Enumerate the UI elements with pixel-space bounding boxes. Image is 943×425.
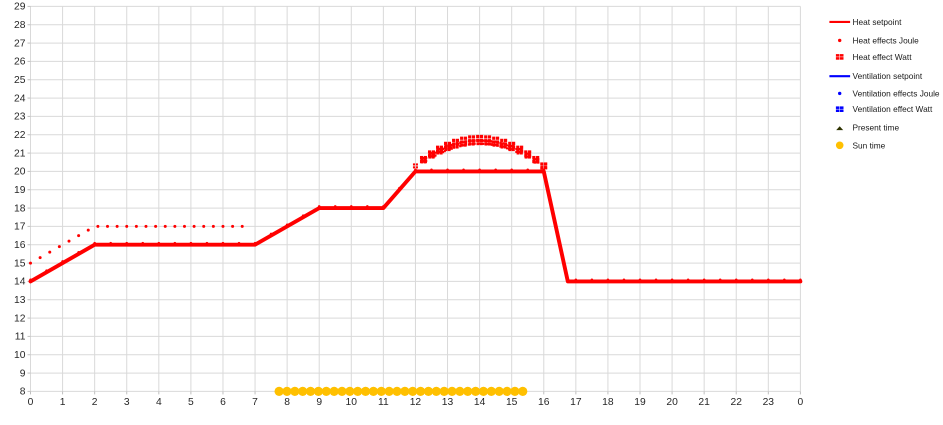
svg-text:12: 12 [14,313,26,324]
svg-text:17: 17 [14,222,26,233]
svg-text:Sun time: Sun time [853,140,886,150]
svg-text:18: 18 [602,397,614,408]
svg-text:16: 16 [14,240,26,251]
svg-text:15: 15 [14,258,26,269]
svg-text:5: 5 [188,397,194,408]
svg-text:6: 6 [220,397,226,408]
svg-text:15: 15 [506,397,518,408]
svg-text:21: 21 [14,148,26,159]
svg-text:0: 0 [798,397,804,408]
svg-text:Ventilation effect Watt: Ventilation effect Watt [853,104,933,114]
svg-text:10: 10 [346,397,358,408]
svg-text:Heat effect Watt: Heat effect Watt [853,52,913,62]
svg-text:Ventilation setpoint: Ventilation setpoint [853,71,923,81]
svg-text:22: 22 [731,397,743,408]
svg-text:17: 17 [570,397,582,408]
svg-text:2: 2 [92,397,98,408]
svg-text:22: 22 [14,130,26,141]
svg-text:21: 21 [698,397,710,408]
svg-text:24: 24 [14,93,26,104]
svg-text:26: 26 [14,57,26,68]
svg-text:0: 0 [28,397,34,408]
svg-text:14: 14 [474,397,486,408]
svg-text:8: 8 [284,397,290,408]
svg-text:4: 4 [156,397,162,408]
svg-text:Present time: Present time [853,123,900,133]
svg-text:9: 9 [20,368,26,379]
svg-text:8: 8 [20,387,26,398]
svg-text:11: 11 [378,397,389,408]
svg-text:Heat effects Joule: Heat effects Joule [853,35,920,45]
svg-text:19: 19 [14,185,26,196]
svg-text:29: 29 [14,2,26,13]
svg-text:28: 28 [14,20,26,31]
svg-text:14: 14 [14,277,26,288]
svg-text:Heat setpoint: Heat setpoint [853,17,903,27]
svg-text:13: 13 [14,295,26,306]
svg-text:Ventilation effects Joule: Ventilation effects Joule [853,88,940,98]
svg-text:27: 27 [14,38,26,49]
svg-text:10: 10 [14,350,26,361]
svg-text:1: 1 [60,397,66,408]
svg-text:7: 7 [252,397,258,408]
svg-text:20: 20 [14,167,26,178]
svg-text:11: 11 [15,332,26,343]
svg-text:13: 13 [442,397,454,408]
svg-text:25: 25 [14,75,26,86]
svg-text:23: 23 [763,397,775,408]
svg-text:23: 23 [14,112,26,123]
svg-text:12: 12 [410,397,422,408]
svg-text:18: 18 [14,203,26,214]
svg-text:19: 19 [634,397,646,408]
svg-text:20: 20 [666,397,678,408]
svg-text:16: 16 [538,397,550,408]
svg-text:9: 9 [316,397,322,408]
svg-text:3: 3 [124,397,130,408]
